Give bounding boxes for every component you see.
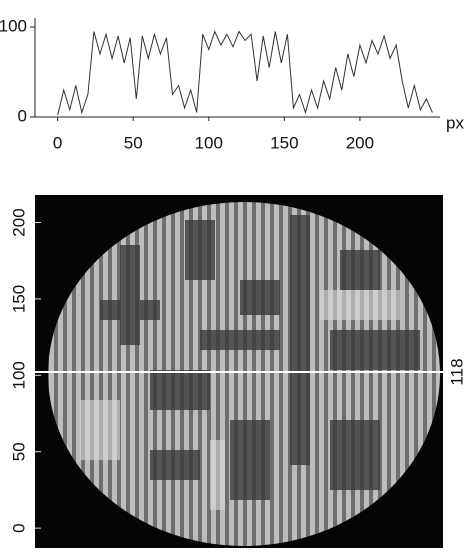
y-tick-label: 150 [9, 285, 28, 313]
row-annotation: 118 [447, 358, 466, 385]
x-tick-label: 0 [53, 133, 62, 152]
profile-line [57, 30, 433, 116]
y-tick-label: 200 [9, 208, 28, 236]
y-tick-label: 0 [18, 106, 27, 125]
x-tick-label: 50 [124, 133, 143, 152]
x-tick-label: 150 [270, 133, 298, 152]
y-tick-label: 100 [9, 361, 28, 389]
x-axis-label: px [446, 113, 464, 132]
image-disc [48, 202, 440, 546]
x-tick-label: 200 [346, 133, 374, 152]
image-panel: 118 [35, 195, 466, 548]
y-tick-label: 100 [0, 16, 27, 35]
x-tick-label: 100 [195, 133, 223, 152]
y-tick-label: 50 [9, 442, 28, 461]
y-tick-label: 0 [9, 523, 28, 532]
